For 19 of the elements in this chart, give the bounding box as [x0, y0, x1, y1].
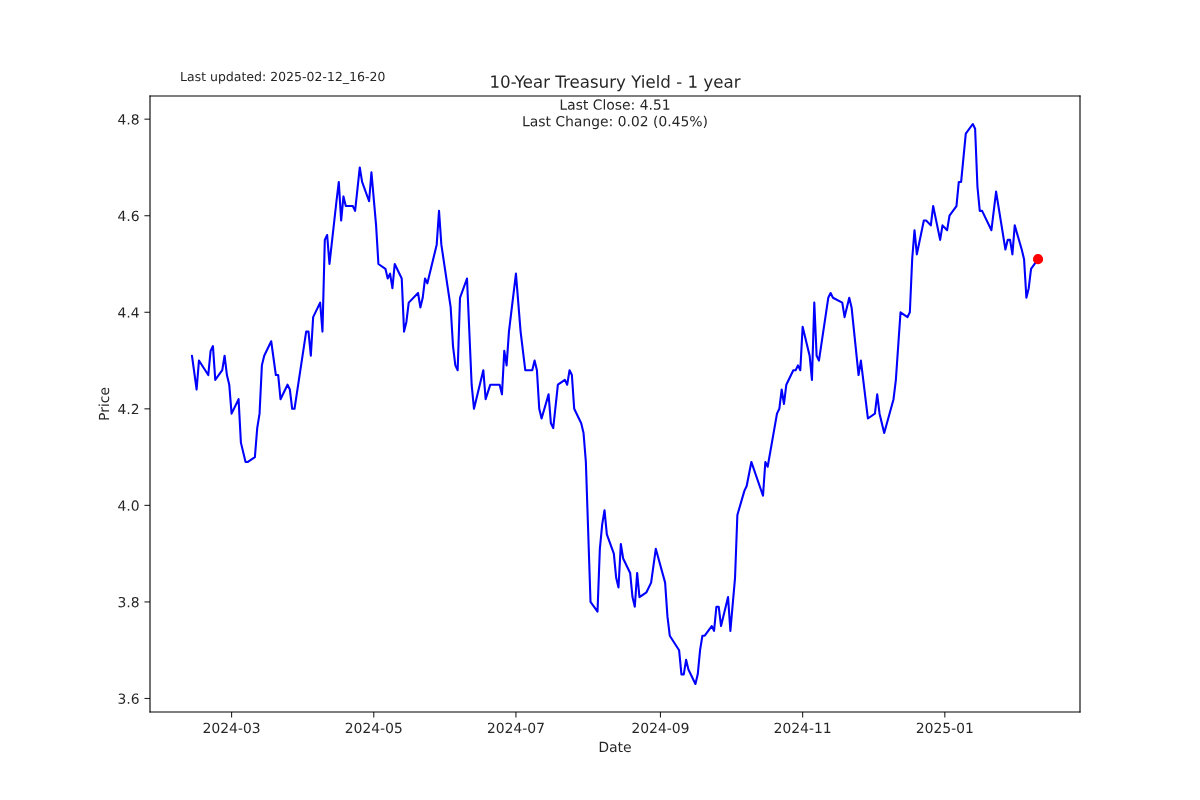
y-tick-label: 4.6 — [118, 210, 139, 222]
chart-title: 10-Year Treasury Yield - 1 year — [491, 75, 741, 92]
x-tick-label: 2024-09 — [632, 722, 689, 734]
y-axis-title: Price — [98, 387, 110, 420]
x-tick-label: 2025-01 — [916, 722, 973, 734]
y-tick-label: 4.0 — [118, 500, 139, 511]
annotation: Last Close: 4.51 — [560, 99, 670, 110]
x-tick-label: 2024-07 — [487, 722, 544, 734]
y-tick-label: 3.6 — [118, 693, 139, 704]
text: Last updated: 2025-02-12_16-20 — [181, 71, 385, 84]
y-tick-label: 4.8 — [118, 114, 139, 125]
y-tick-label: 4.4 — [118, 307, 139, 318]
x-tick-label: 2024-03 — [203, 722, 260, 734]
x-tick-label: 2024-11 — [774, 722, 831, 734]
x-tick-label: 2024-05 — [345, 722, 402, 734]
y-tick-label: 4.2 — [118, 403, 139, 415]
annotation: Last Change: 0.02 (0.45%) — [523, 115, 707, 130]
y-tick-label: 3.8 — [118, 596, 139, 608]
x-axis-title: Date — [599, 741, 631, 753]
